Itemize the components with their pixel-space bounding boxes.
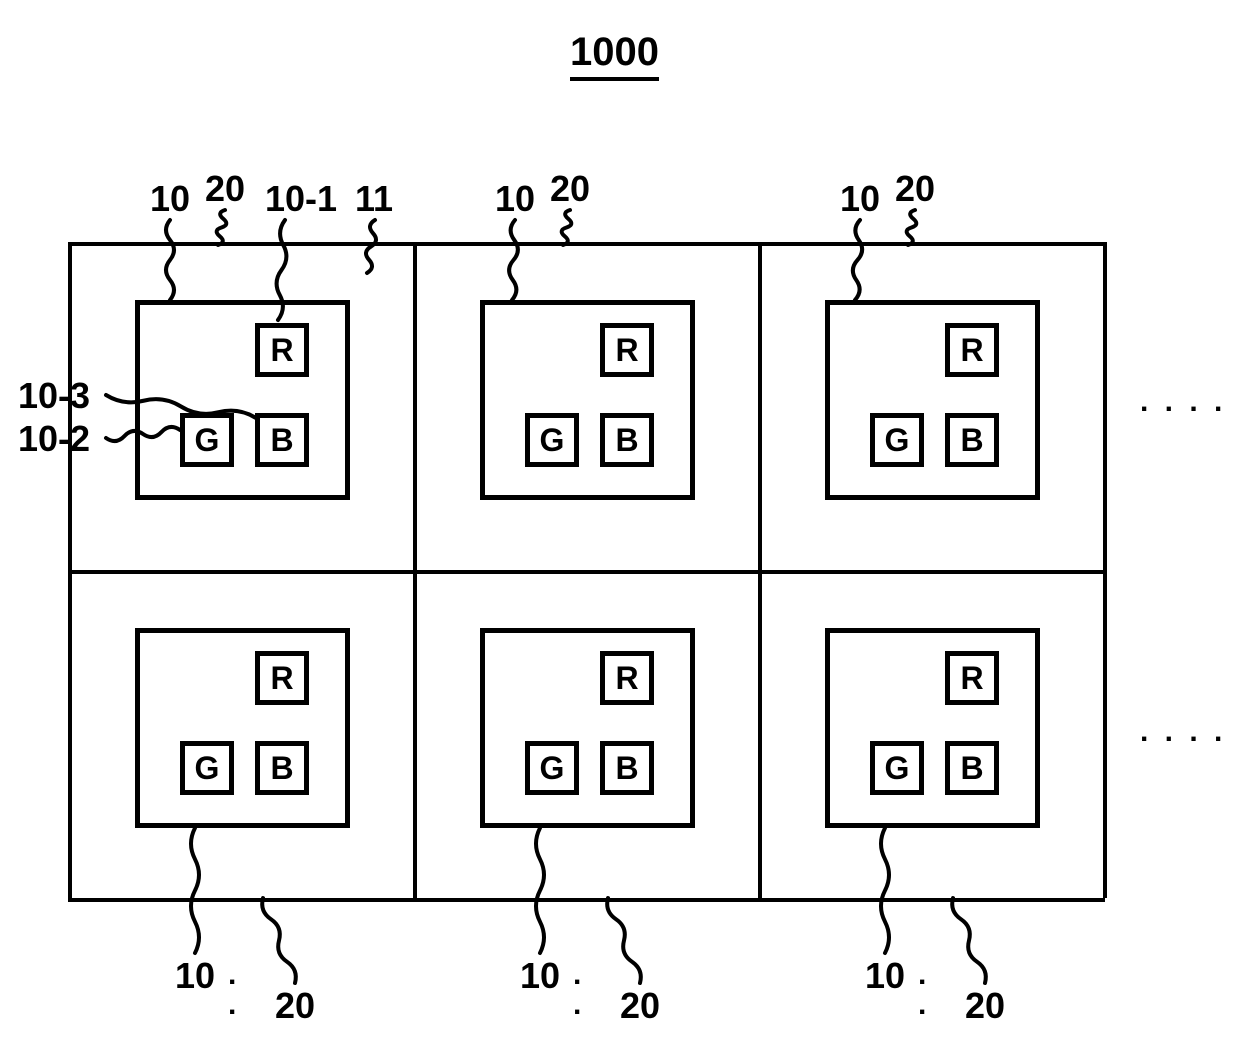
grid-line-vertical: [1103, 242, 1107, 898]
ellipsis-horizontal: . . . .: [1140, 385, 1226, 419]
leader-line: [835, 210, 880, 310]
subpixel-b: B: [600, 413, 654, 467]
pixel-box: RGB: [480, 628, 695, 828]
subpixel-g: G: [180, 741, 234, 795]
ellipsis-vertical: .: [918, 958, 926, 992]
subpixel-r: R: [600, 323, 654, 377]
ellipsis-vertical: .: [228, 988, 236, 1022]
leader-line: [243, 888, 315, 993]
leader-line: [588, 888, 660, 993]
ellipsis-vertical: .: [228, 958, 236, 992]
subpixel-g: G: [870, 413, 924, 467]
leader-line: [543, 200, 590, 255]
leader-line: [933, 888, 1005, 993]
pixel-box: RGB: [825, 628, 1040, 828]
pixel-box: RGB: [135, 628, 350, 828]
pixel-box: RGB: [480, 300, 695, 500]
grid-line-vertical: [758, 242, 762, 898]
subpixel-r: R: [945, 651, 999, 705]
leader-line: [258, 210, 305, 330]
ellipsis-vertical: .: [573, 958, 581, 992]
figure-number: 1000: [570, 30, 659, 81]
ellipsis-vertical: .: [918, 988, 926, 1022]
ellipsis-horizontal: . . . .: [1140, 715, 1226, 749]
subpixel-g: G: [525, 413, 579, 467]
leader-line: [492, 210, 535, 310]
grid-line-vertical: [413, 242, 417, 898]
leader-line: [520, 818, 560, 963]
subpixel-r: R: [255, 323, 309, 377]
subpixel-r: R: [600, 651, 654, 705]
reference-label: 10-2: [18, 418, 90, 460]
pixel-box: RGB: [825, 300, 1040, 500]
leader-line: [888, 200, 935, 255]
grid-line-horizontal: [68, 570, 1105, 574]
subpixel-r: R: [945, 323, 999, 377]
subpixel-b: B: [255, 741, 309, 795]
subpixel-b: B: [945, 413, 999, 467]
ellipsis-vertical: .: [573, 988, 581, 1022]
subpixel-g: G: [525, 741, 579, 795]
leader-line: [150, 210, 190, 310]
leader-line: [175, 818, 215, 963]
subpixel-b: B: [600, 741, 654, 795]
leader-line: [198, 200, 245, 255]
leader-line: [86, 420, 200, 448]
grid-line-vertical: [68, 242, 72, 898]
subpixel-b: B: [945, 741, 999, 795]
leader-line: [865, 818, 905, 963]
leader-line: [347, 210, 395, 283]
reference-label: 10-3: [18, 375, 90, 417]
diagram-canvas: 1000RGBRGBRGBRGBRGBRGB102010-11110201020…: [0, 0, 1240, 1046]
subpixel-r: R: [255, 651, 309, 705]
subpixel-g: G: [870, 741, 924, 795]
